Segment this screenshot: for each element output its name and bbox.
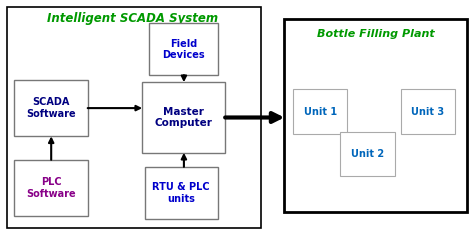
Text: Intelligent SCADA System: Intelligent SCADA System [47,12,219,25]
Bar [284,19,467,212]
Bar [14,80,88,136]
Text: SCADA
Software: SCADA Software [26,97,76,119]
Bar [293,89,347,134]
Text: Field
Devices: Field Devices [163,39,205,60]
Text: Bottle Filling Plant: Bottle Filling Plant [317,29,435,39]
Bar [145,167,218,219]
Bar [401,89,455,134]
Bar [149,24,218,75]
Text: PLC
Software: PLC Software [26,177,76,199]
Text: Unit 3: Unit 3 [411,107,444,117]
Text: Unit 1: Unit 1 [304,107,337,117]
Text: Unit 2: Unit 2 [351,149,384,159]
Bar [142,82,225,153]
Bar [7,7,261,228]
Text: Master
Computer: Master Computer [155,107,213,128]
Bar [14,160,88,216]
Text: RTU & PLC
units: RTU & PLC units [153,182,210,204]
Bar [340,132,395,176]
